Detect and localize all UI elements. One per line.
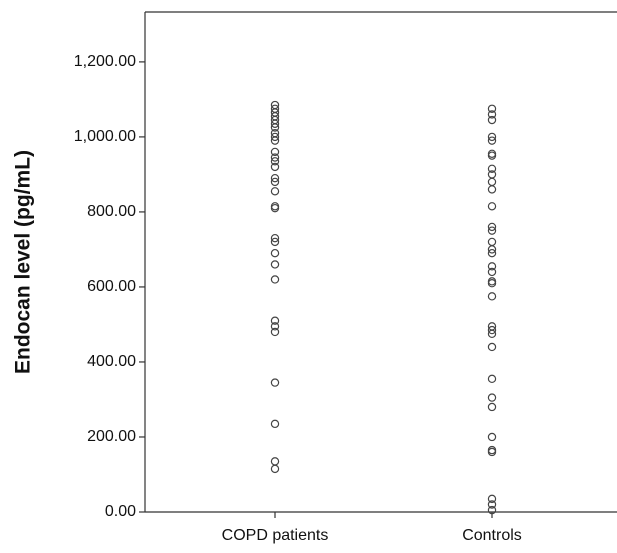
point	[270, 316, 280, 325]
x-tick-label: COPD patients	[222, 527, 329, 544]
point	[487, 329, 497, 339]
point	[487, 342, 497, 352]
point	[270, 119, 280, 128]
point	[270, 248, 280, 258]
point	[487, 110, 497, 119]
point	[487, 374, 497, 384]
point	[487, 185, 497, 194]
y-tick-label: 400.00	[87, 353, 136, 370]
point	[270, 177, 280, 187]
point	[270, 464, 280, 474]
point	[487, 505, 497, 515]
point	[487, 432, 497, 442]
point	[487, 245, 497, 254]
point	[270, 237, 280, 247]
y-tick-label: 1,200.00	[74, 53, 136, 70]
point	[270, 123, 280, 132]
point	[487, 136, 497, 145]
point	[487, 262, 497, 271]
x-tick-label: Controls	[462, 527, 522, 544]
y-tick-label: 600.00	[87, 278, 136, 295]
point	[487, 202, 497, 211]
point	[487, 278, 497, 288]
y-tick-label: 1,000.00	[74, 128, 136, 145]
y-axis-label: Endocan level (pg/mL)	[12, 150, 35, 374]
point	[487, 494, 497, 504]
point	[270, 233, 280, 243]
point	[270, 153, 280, 162]
point	[487, 115, 497, 125]
point	[487, 226, 497, 235]
point	[487, 237, 497, 247]
point	[270, 322, 280, 331]
point	[487, 292, 497, 301]
point	[487, 164, 497, 173]
point	[270, 419, 280, 429]
point	[270, 162, 280, 172]
point	[487, 402, 497, 412]
point	[487, 248, 497, 258]
point	[270, 132, 280, 142]
point	[487, 222, 497, 232]
point	[270, 275, 280, 284]
y-tick-label: 200.00	[87, 428, 136, 445]
point	[487, 267, 497, 277]
point	[270, 378, 280, 387]
point	[487, 393, 497, 402]
y-tick-label: 800.00	[87, 203, 136, 220]
point	[270, 147, 280, 157]
point	[270, 260, 280, 269]
point	[270, 187, 280, 196]
point	[487, 151, 497, 160]
point	[487, 447, 497, 457]
point	[270, 457, 280, 466]
point	[487, 325, 497, 335]
point	[270, 173, 280, 183]
point	[487, 500, 497, 509]
point	[487, 177, 497, 187]
point	[487, 104, 497, 113]
point	[270, 157, 280, 166]
point	[270, 327, 280, 337]
point	[487, 132, 497, 142]
point	[270, 203, 280, 213]
y-tick-label: 0.00	[105, 503, 136, 520]
point	[270, 136, 280, 145]
